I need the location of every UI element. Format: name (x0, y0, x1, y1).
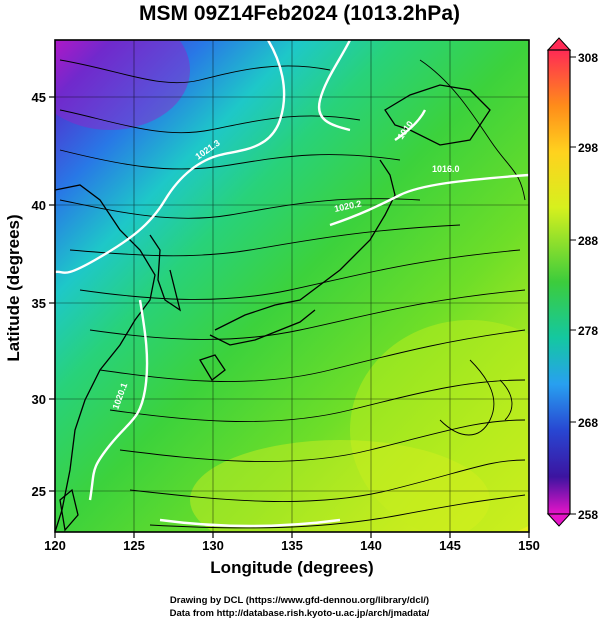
y-axis-ticks (49, 96, 55, 492)
y-tick-label: 45 (32, 90, 46, 105)
y-tick-label: 35 (32, 296, 46, 311)
x-tick-label: 125 (123, 538, 145, 553)
colorbar (546, 37, 576, 527)
x-axis-ticks (54, 532, 530, 538)
credit-drawing: Drawing by DCL (https://www.gfd-dennou.o… (169, 595, 430, 606)
x-axis-title: Longitude (degrees) (210, 558, 374, 577)
temperature-field: 1021.3 1010 1016.0 1020.2 1020.1 (55, 40, 529, 532)
wind-streamlines (59, 59, 526, 529)
x-tick-label: 145 (439, 538, 461, 553)
x-tick-label: 150 (518, 538, 540, 553)
y-tick-label: 40 (32, 198, 46, 213)
isobars (55, 40, 529, 528)
x-tick-label: 140 (360, 538, 382, 553)
isobar-label: 1016.0 (432, 164, 460, 174)
y-axis-title: Latitude (degrees) (4, 214, 23, 362)
y-tick-label: 25 (32, 484, 46, 499)
colorbar-bottom-arrow (546, 513, 572, 527)
colorbar-tick-label: 308 (578, 51, 598, 65)
colorbar-tick-label: 258 (578, 508, 598, 522)
colorbar-tick-label: 268 (578, 416, 598, 430)
colorbar-tick-label: 278 (578, 324, 598, 338)
colorbar-scale (547, 49, 571, 515)
x-tick-label: 130 (202, 538, 224, 553)
colorbar-tick-label: 288 (578, 234, 598, 248)
colorbar-top-arrow (546, 37, 572, 51)
map-title: MSM 09Z14Feb2024 (1013.2hPa) (139, 2, 460, 25)
x-tick-label: 135 (281, 538, 303, 553)
credit-data-source: Data from http://database.rish.kyoto-u.a… (169, 608, 430, 619)
x-tick-label: 120 (44, 538, 66, 553)
y-tick-label: 30 (32, 392, 46, 407)
colorbar-tick-label: 298 (578, 141, 598, 155)
